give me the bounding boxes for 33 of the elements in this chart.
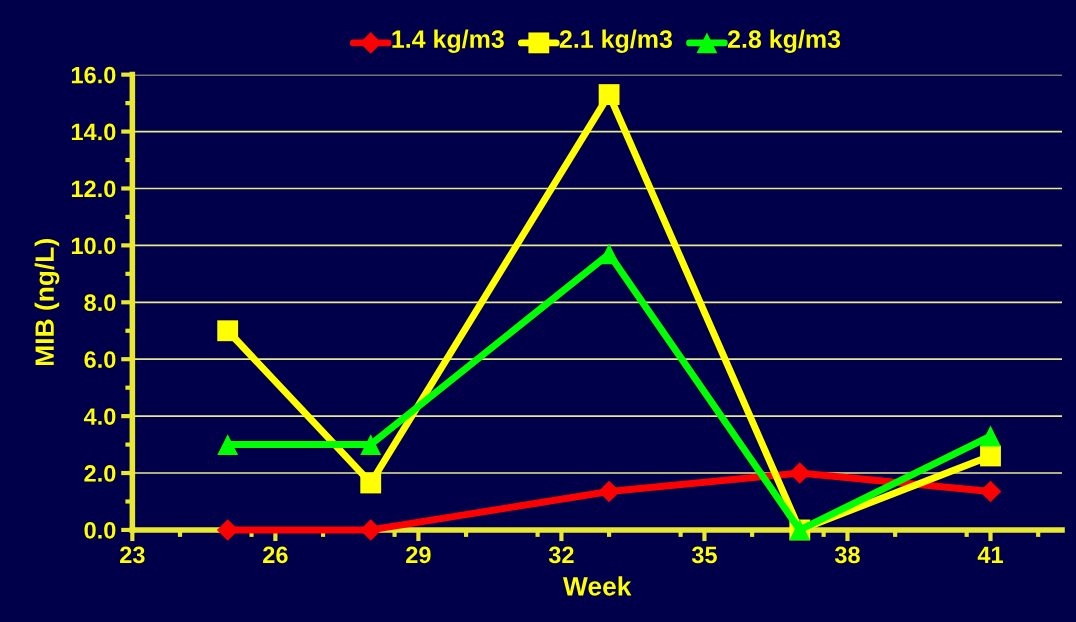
point (360, 434, 382, 455)
y-tick-label: 6.0 (84, 351, 116, 368)
x-tick-label: 41 (977, 546, 1003, 564)
y-tick-label: 2.0 (84, 465, 116, 482)
point (980, 425, 1001, 447)
x-tick-label: 35 (691, 546, 717, 564)
x-tick-label: 23 (120, 546, 145, 564)
point (217, 320, 239, 342)
y-tick-label: 0.0 (84, 522, 116, 539)
legend-label: 2.8 kg/m3 (727, 29, 841, 54)
x-tick-label: 38 (834, 546, 860, 564)
point (598, 480, 620, 503)
y-tick-label: 10.0 (71, 237, 116, 255)
point (598, 243, 620, 265)
point (789, 462, 811, 484)
x-tick-label: 32 (548, 546, 574, 564)
y-tick-label: 12.0 (71, 180, 116, 198)
x-tick-label: 26 (263, 546, 288, 564)
y-tick-label: 8.0 (84, 294, 116, 312)
y-tick-label: 4.0 (83, 408, 116, 425)
x-tick-label: 29 (406, 546, 431, 564)
point (217, 434, 239, 455)
y-tick-label: 16.0 (71, 66, 116, 84)
point (360, 472, 382, 494)
y-tick-label: 14.0 (71, 123, 116, 141)
legend-label: 1.4 kg/m3 (392, 29, 504, 54)
y-axis-title: MIB (ng/L) (34, 239, 60, 366)
x-axis-title: Week (562, 576, 632, 596)
point (979, 480, 1002, 503)
point (598, 84, 620, 105)
legend-label: 2.1 kg/m3 (559, 29, 673, 54)
point (980, 445, 1001, 467)
point (216, 519, 239, 541)
